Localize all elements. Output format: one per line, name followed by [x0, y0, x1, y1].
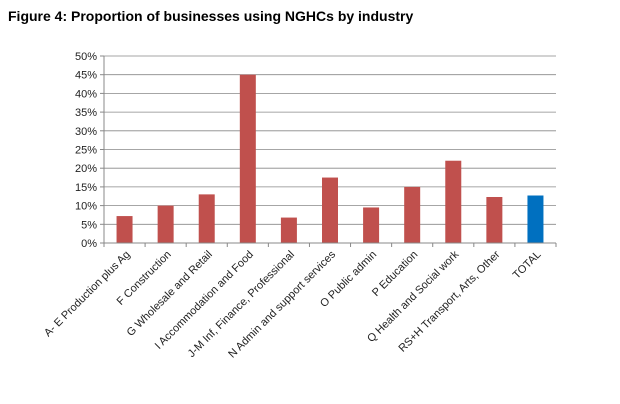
y-tick-label: 35% — [75, 107, 97, 119]
y-tick-label: 15% — [75, 182, 97, 194]
bar — [280, 217, 297, 243]
bar — [486, 196, 503, 243]
y-tick-label: 45% — [75, 70, 97, 82]
bar — [198, 194, 215, 243]
y-tick-label: 25% — [75, 145, 97, 157]
y-tick-label: 5% — [81, 219, 97, 231]
y-tick-label: 10% — [75, 201, 97, 213]
bar — [116, 216, 133, 243]
bar — [527, 195, 544, 243]
y-tick-label: 40% — [75, 88, 97, 100]
x-tick-label: TOTAL — [511, 249, 544, 282]
bar — [322, 177, 338, 243]
bar — [445, 160, 462, 243]
y-tick-label: 20% — [75, 163, 97, 175]
chart-title: Figure 4: Proportion of businesses using… — [8, 8, 414, 24]
y-axis-ticks: 0% 5% 10% 15% 20% 25% 30% 35% 40% 45% 50% — [75, 51, 104, 250]
bars — [116, 74, 544, 243]
y-tick-label: 30% — [75, 126, 97, 138]
y-tick-label: 50% — [75, 51, 97, 63]
bar — [404, 186, 421, 243]
y-tick-label: 0% — [81, 238, 97, 250]
bar — [239, 74, 256, 243]
bar — [157, 205, 174, 243]
bar — [363, 207, 380, 243]
